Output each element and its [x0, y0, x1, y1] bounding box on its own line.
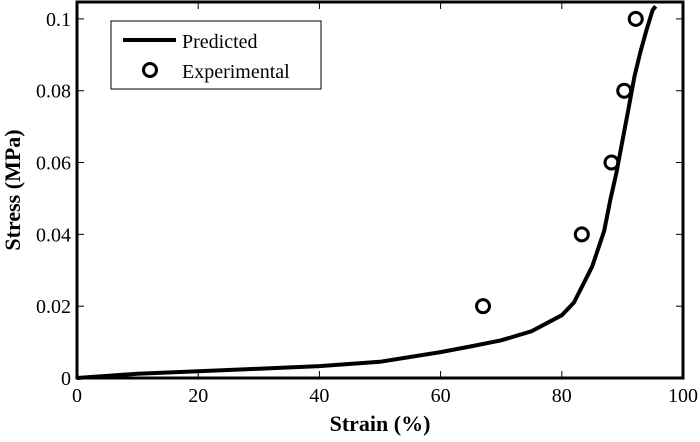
x-tick-label: 0 — [72, 385, 82, 407]
legend-label-experimental: Experimental — [182, 61, 290, 83]
experimental-point — [573, 226, 590, 243]
legend-circle-icon — [142, 62, 158, 78]
x-tick-label: 100 — [668, 385, 698, 407]
x-tick-label: 80 — [552, 385, 572, 407]
y-tick-label: 0.1 — [46, 9, 71, 31]
y-tick-label: 0.08 — [36, 81, 71, 103]
y-tick-label: 0.06 — [36, 153, 71, 175]
y-tick-label: 0 — [61, 368, 71, 390]
experimental-point — [616, 82, 633, 99]
y-tick-label: 0.04 — [36, 224, 71, 246]
x-tick-label: 20 — [188, 385, 208, 407]
legend-label-predicted: Predicted — [182, 31, 258, 53]
series-line-predicted — [76, 5, 658, 380]
experimental-point — [475, 298, 492, 315]
x-tick-label: 40 — [309, 385, 329, 407]
experimental-point — [627, 10, 644, 27]
x-axis-label: Strain (%) — [330, 411, 431, 436]
plot-frame — [75, 0, 685, 380]
legend-box — [110, 20, 322, 90]
experimental-point — [603, 154, 620, 171]
x-tick-label: 60 — [431, 385, 451, 407]
y-axis-label: Stress (MPa) — [0, 129, 25, 250]
legend: Predicted Experimental — [110, 20, 322, 90]
y-tick-label: 0.02 — [36, 296, 71, 318]
